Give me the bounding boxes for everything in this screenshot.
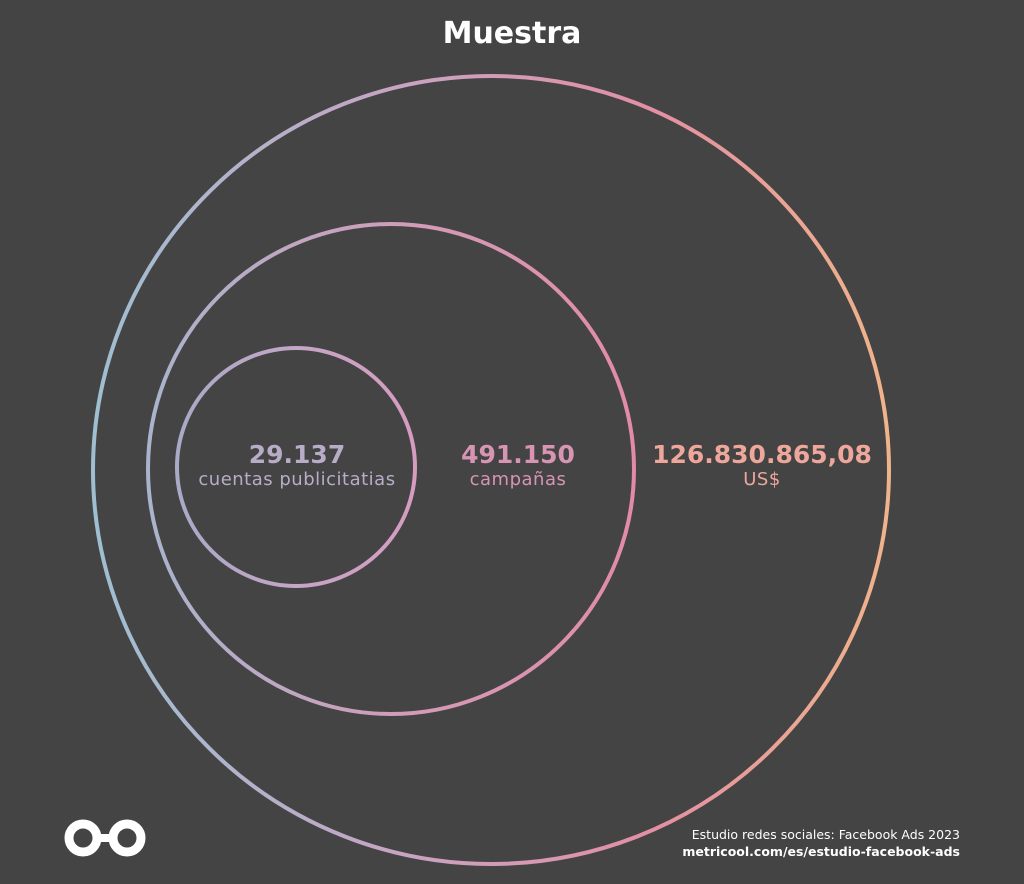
footer-study-title: Estudio redes sociales: Facebook Ads 202… xyxy=(691,827,960,842)
outer-circle xyxy=(91,74,891,866)
footer-credit: Estudio redes sociales: Facebook Ads 202… xyxy=(682,826,960,860)
stat-ad-spend-label: US$ xyxy=(743,469,781,490)
stat-ad-spend: 126.830.865,08 US$ xyxy=(632,440,892,490)
diagram-title: Muestra xyxy=(442,16,582,51)
middle-circle xyxy=(146,222,636,716)
stat-ad-accounts: 29.137 cuentas publicitatias xyxy=(177,440,417,490)
stat-ad-spend-value: 126.830.865,08 xyxy=(652,440,872,469)
inner-circle xyxy=(175,346,417,588)
metricool-infinity-icon xyxy=(64,819,146,857)
stat-campaigns-label: campañas xyxy=(469,469,567,490)
stat-campaigns-value: 491.150 xyxy=(461,440,575,469)
stat-ad-accounts-label: cuentas publicitatias xyxy=(198,469,396,490)
stat-ad-accounts-value: 29.137 xyxy=(248,440,346,469)
stat-campaigns: 491.150 campañas xyxy=(433,440,603,490)
footer-url: metricool.com/es/estudio-facebook-ads xyxy=(682,844,960,859)
